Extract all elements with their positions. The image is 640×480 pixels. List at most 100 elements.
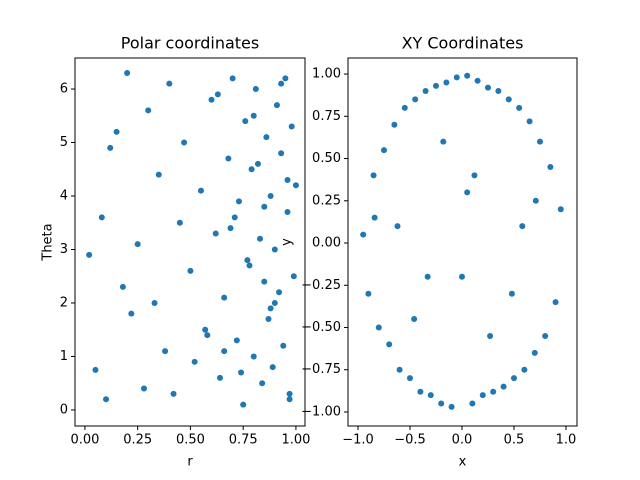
point [119,283,126,290]
point [401,104,408,111]
point [531,349,538,356]
point [526,118,533,125]
point [225,155,232,162]
point [386,341,393,348]
x-axis-label: r [187,455,193,470]
point [221,294,228,301]
point [261,203,268,210]
point [516,104,523,111]
point [231,214,238,221]
y-axis-label: Theta [41,223,56,261]
point [267,193,274,199]
point [500,383,507,390]
point [464,189,471,196]
point [448,403,455,410]
point [365,290,372,297]
point [216,374,223,381]
point [547,163,554,170]
point [432,82,439,89]
y-tick-label: 5 [60,135,68,150]
point [257,235,264,242]
point [280,342,287,349]
point [240,401,247,408]
point [202,326,209,333]
y-tick-label: −0.25 [301,278,341,293]
point [187,267,194,274]
x-tick-label: 0.00 [70,433,99,448]
point [505,96,512,103]
point [411,316,418,323]
point [458,273,465,280]
point [191,358,198,365]
point [474,77,481,84]
point [170,390,177,397]
point [242,118,249,125]
y-tick-label: 1.00 [312,67,341,82]
point [276,289,283,296]
point [370,172,377,179]
point [380,147,387,154]
point [208,96,215,103]
point [204,332,211,339]
point [86,251,93,258]
point [427,392,434,399]
y-tick-label: −0.50 [301,320,341,335]
point [490,388,497,395]
point [248,166,255,173]
point [92,366,99,373]
point [391,121,398,128]
point [417,388,424,395]
point [288,123,295,130]
y-tick-label: 4 [60,189,68,204]
x-tick-label: 0.0 [452,433,473,448]
point [508,290,515,297]
point [360,231,367,238]
subplot-title: XY Coordinates [402,34,524,53]
point [484,84,491,91]
point [244,257,251,264]
y-tick-label: 2 [60,295,68,310]
point [495,87,502,94]
point [286,396,293,403]
point [278,150,285,157]
subplot: 0.00 0.25 0.50 0.75 1.00 0 1 2 3 4 5 6 Polar coordin… [41,34,311,470]
point [197,187,204,194]
x-tick-label: −1.0 [342,433,374,448]
point [412,96,419,103]
point [440,138,447,145]
point [229,75,236,82]
point [278,80,285,87]
y-tick-label: 0.75 [312,109,341,124]
point [479,392,486,399]
point [487,332,494,339]
axes-frame [74,57,306,427]
point [284,176,291,183]
y-tick-label: 3 [60,242,68,257]
x-tick-label: 0.5 [504,433,525,448]
x-tick-label: 1.0 [556,433,577,448]
point [155,171,162,178]
point [273,102,280,109]
point [271,299,278,306]
point [98,214,105,221]
point [124,69,131,76]
point [282,75,289,82]
x-tick-label: −0.5 [394,433,426,448]
point [107,144,114,151]
point [532,197,539,204]
point [290,273,297,280]
point [521,366,528,373]
point [128,310,135,317]
point [375,324,382,331]
y-tick-label: 6 [60,82,68,97]
point [250,353,257,360]
point [162,348,169,355]
point [552,299,559,306]
point [238,369,245,376]
y-tick-label: 0.50 [312,151,341,166]
point [557,206,564,213]
point [406,375,413,382]
point [134,241,141,248]
y-tick-label: −0.75 [301,362,341,377]
